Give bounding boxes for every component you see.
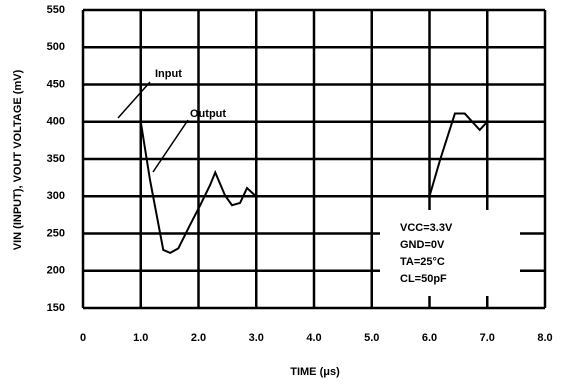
x-axis-title: TIME (μs): [290, 366, 340, 378]
condition-text: VCC=3.3V: [400, 222, 453, 234]
x-tick-label: 1.0: [133, 332, 148, 344]
x-tick-label: 5.0: [364, 332, 379, 344]
conditions-box: [380, 210, 520, 296]
x-tick-label: 4.0: [306, 332, 321, 344]
x-tick-label: 6.0: [422, 332, 437, 344]
y-tick-label: 500: [47, 41, 65, 53]
x-tick-label: 3.0: [249, 332, 264, 344]
y-tick-label: 400: [47, 116, 65, 128]
y-tick-label: 150: [47, 302, 65, 314]
x-tick-label: 8.0: [537, 332, 552, 344]
arrow: [117, 81, 151, 119]
y-tick-label: 250: [47, 227, 65, 239]
x-tick-label: 0: [80, 332, 86, 344]
condition-text: GND=0V: [400, 239, 445, 251]
x-tick-label: 7.0: [480, 332, 495, 344]
series-label: Input: [155, 68, 182, 80]
condition-text: TA=25°C: [400, 256, 445, 268]
series-label: Output: [190, 108, 226, 120]
y-tick-label: 350: [47, 153, 65, 165]
arrow: [152, 119, 189, 173]
y-tick-label: 550: [47, 4, 65, 16]
condition-text: CL=50pF: [400, 273, 447, 285]
x-tick-label: 2.0: [191, 332, 206, 344]
series-line: [139, 112, 488, 254]
y-axis-title: VIN (INPUT), VOUT VOLTAGE (mV): [12, 69, 24, 250]
y-tick-label: 300: [47, 190, 65, 202]
y-tick-label: 200: [47, 265, 65, 277]
series-line: [83, 120, 545, 197]
y-tick-label: 450: [47, 78, 65, 90]
